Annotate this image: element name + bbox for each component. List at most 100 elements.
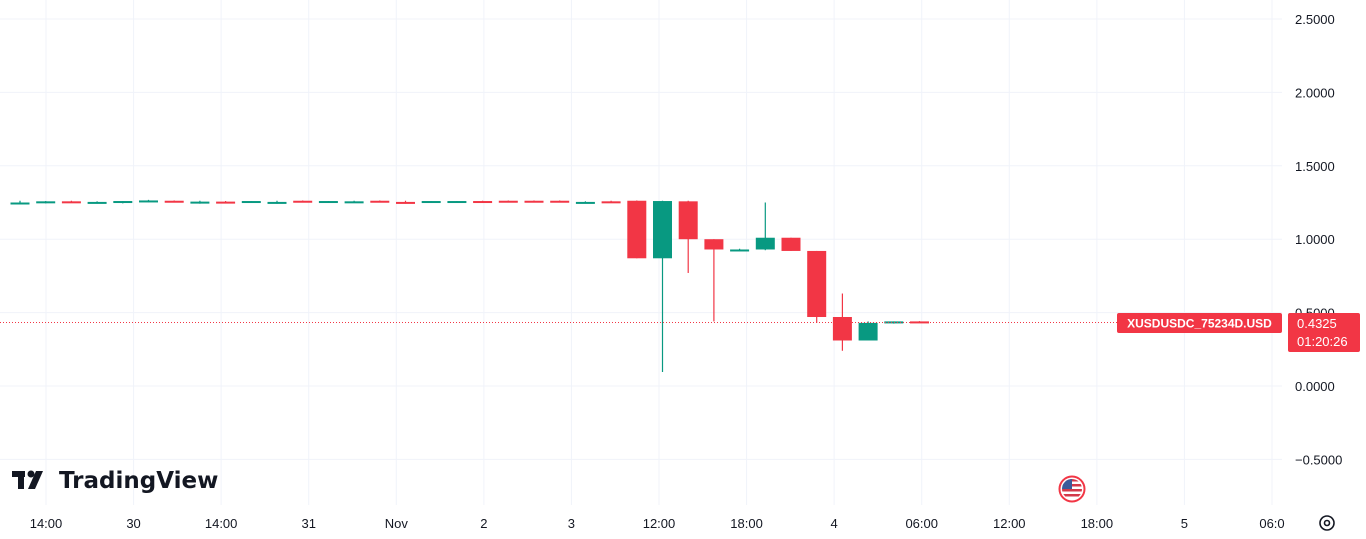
x-tick-label: 2 (480, 516, 487, 531)
candle-up (241, 201, 261, 204)
candle-body (61, 201, 81, 204)
candle-body (216, 201, 236, 204)
candle-body (807, 250, 827, 318)
candle-down (498, 200, 518, 203)
candle-body (473, 201, 493, 204)
candle-down (910, 321, 929, 324)
x-tick-label: 14:00 (30, 516, 63, 531)
candle-body (755, 237, 775, 250)
us-flag-icon[interactable] (1058, 475, 1086, 503)
candle-up (755, 202, 775, 251)
candle-body (550, 200, 570, 203)
x-tick-label: 06:00 (905, 516, 938, 531)
candle-down (807, 250, 827, 323)
candle-down (550, 200, 570, 203)
y-tick-label: 2.0000 (1295, 85, 1335, 100)
candle-up (318, 201, 338, 204)
candle-up (653, 200, 672, 373)
candle-down (164, 200, 184, 203)
y-tick-label: 1.0000 (1295, 232, 1335, 247)
candle-body (730, 249, 750, 252)
candle-down (216, 201, 236, 204)
candle-body (678, 201, 698, 240)
candle-up (447, 201, 467, 204)
candle-body (87, 201, 107, 204)
candle-body (421, 201, 441, 204)
candle-down (473, 200, 493, 204)
candle-down (396, 200, 415, 204)
candle-body (575, 201, 595, 204)
price-axis[interactable]: 2.50002.00001.50001.00000.50000.0000−0.5… (1295, 12, 1342, 467)
candle-body (832, 317, 852, 341)
tradingview-wordmark: TradingView (59, 468, 218, 494)
candle-up (87, 201, 107, 204)
candle-body (781, 237, 801, 251)
candle-up (884, 321, 904, 324)
candle-body (653, 201, 672, 259)
candle-body (113, 201, 133, 204)
candle-body (293, 200, 313, 203)
candle-body (524, 200, 544, 203)
x-tick-label: 3 (568, 516, 575, 531)
candle-up (575, 201, 595, 204)
bar-countdown: 01:20:26 (1297, 334, 1348, 349)
x-tick-label: 14:00 (205, 516, 238, 531)
candle-body (601, 201, 621, 204)
y-tick-label: 2.5000 (1295, 12, 1335, 27)
candle-down (370, 200, 390, 203)
y-tick-label: 0.0000 (1295, 379, 1335, 394)
y-tick-label: 1.5000 (1295, 159, 1335, 174)
candle-down (524, 200, 544, 203)
candle-body (139, 200, 158, 203)
tradingview-logo-icon (12, 470, 43, 489)
x-tick-label: 12:00 (643, 516, 676, 531)
candle-body (164, 200, 184, 203)
candle-up (858, 321, 878, 341)
candle-body (627, 200, 647, 259)
x-tick-label: 18:00 (730, 516, 763, 531)
candle-up (421, 201, 441, 204)
symbol-label[interactable]: XUSDUSDC_75234D.USD (1117, 313, 1282, 333)
candle-down (61, 200, 81, 204)
x-tick-label: 06:0 (1259, 516, 1284, 531)
x-tick-label: Nov (385, 516, 409, 531)
settings-gear-icon[interactable] (1319, 515, 1335, 531)
symbol-label-text: XUSDUSDC_75234D.USD (1127, 317, 1272, 331)
candle-up (36, 201, 56, 204)
candle-body (396, 201, 415, 204)
grid (0, 0, 1282, 505)
candles (10, 199, 929, 373)
candle-body (267, 201, 287, 204)
candle-body (704, 239, 724, 250)
candle-down (601, 200, 621, 204)
candle-down (627, 200, 647, 259)
x-tick-label: 12:00 (993, 516, 1026, 531)
candle-body (370, 200, 390, 203)
candle-body (858, 322, 878, 341)
candle-up (10, 200, 30, 205)
candle-up (139, 199, 158, 203)
candle-up (730, 248, 750, 252)
candle-body (190, 201, 210, 204)
candle-up (267, 200, 287, 204)
candle-body (241, 201, 261, 204)
tradingview-logo[interactable]: TradingView (12, 468, 218, 494)
candle-body (498, 200, 518, 203)
last-price-badge[interactable]: 0.4325 01:20:26 (1288, 313, 1360, 352)
candle-down (781, 237, 801, 251)
x-tick-label: 5 (1181, 516, 1188, 531)
candle-down (678, 200, 698, 273)
candle-body (10, 202, 30, 205)
time-axis[interactable]: 14:00 30 14:00 31 Nov 2 3 12:00 18:00 4 06:00 12:00… (30, 516, 1285, 531)
candle-down (704, 239, 724, 322)
x-tick-label: 30 (126, 516, 140, 531)
candle-body (318, 201, 338, 204)
candle-body (447, 201, 467, 204)
candle-body (910, 321, 929, 324)
x-tick-label: 18:00 (1081, 516, 1114, 531)
candle-up (344, 200, 364, 204)
y-tick-label: −0.5000 (1295, 452, 1342, 467)
x-tick-label: 4 (831, 516, 838, 531)
